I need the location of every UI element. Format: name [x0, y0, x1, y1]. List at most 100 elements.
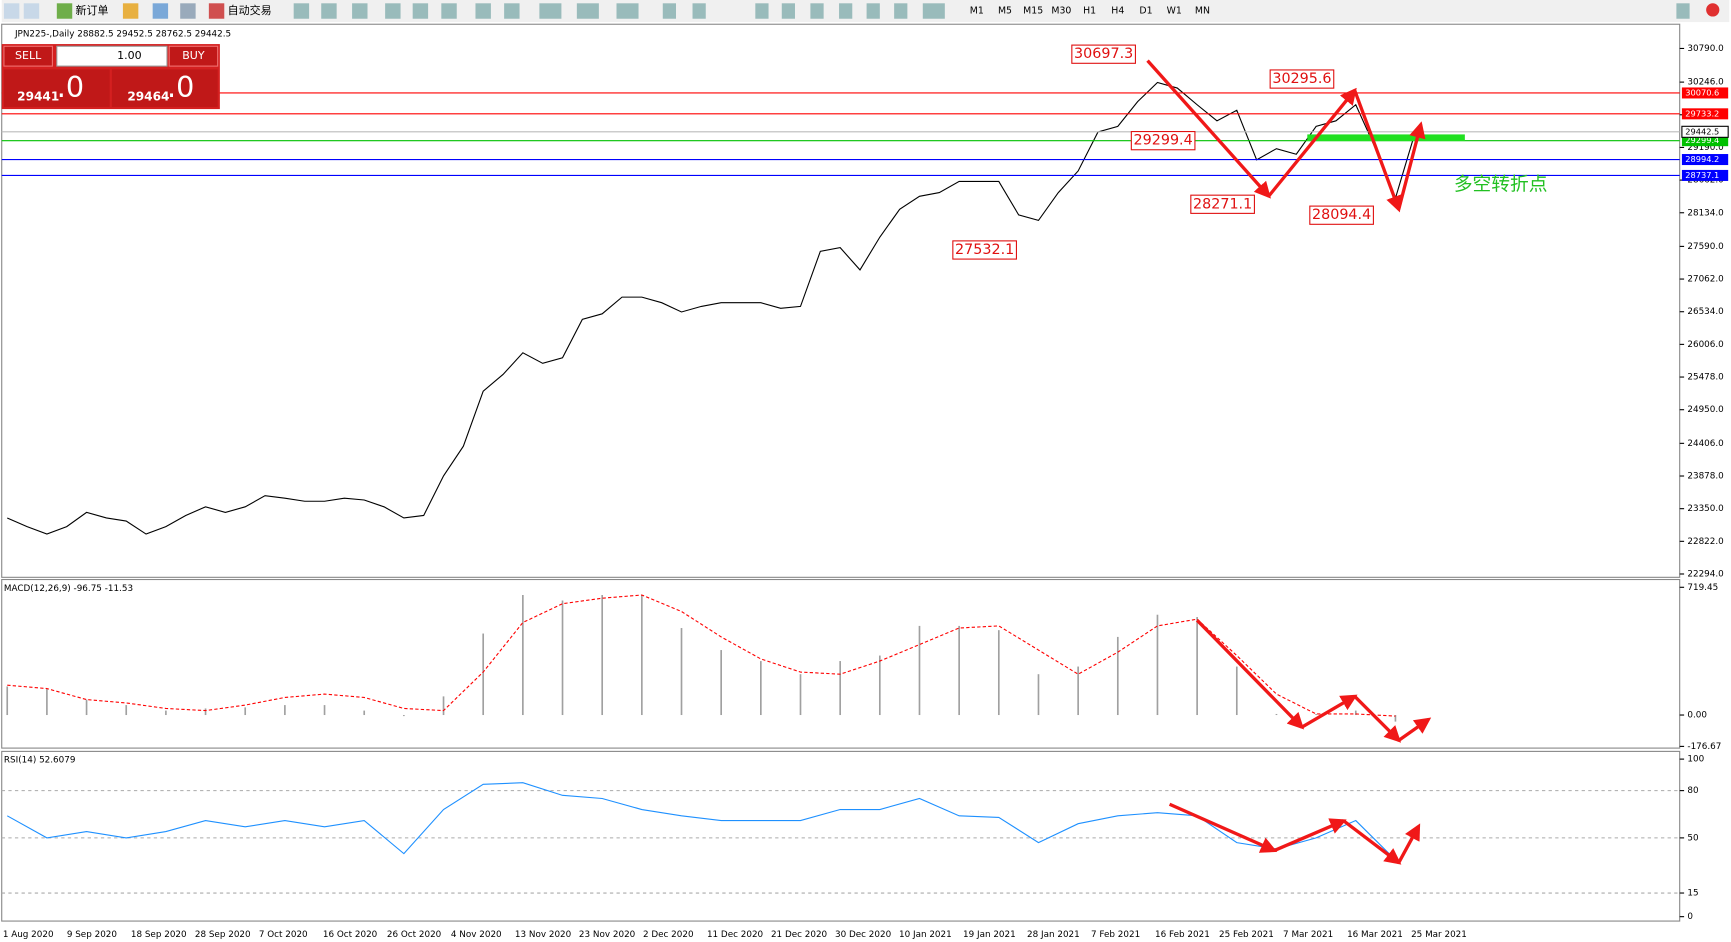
buy-price-big[interactable]: .0 — [167, 70, 194, 104]
icon[interactable] — [385, 3, 401, 19]
auto-trading-icon[interactable] — [208, 3, 225, 19]
x-tick-label: 25 Mar 2021 — [1411, 930, 1467, 940]
new-order-button[interactable]: 新订单 — [76, 3, 109, 17]
icon[interactable] — [352, 3, 368, 19]
icon[interactable] — [412, 3, 429, 19]
sell-price-box[interactable] — [3, 69, 110, 107]
x-tick-label: 25 Feb 2021 — [1219, 930, 1274, 940]
buy-price-box[interactable] — [111, 69, 218, 107]
notification-badge[interactable] — [1706, 3, 1720, 17]
x-tick-label: 9 Sep 2020 — [67, 930, 118, 940]
histogram-bar — [204, 708, 207, 716]
arrow — [1168, 802, 1278, 853]
label-box — [1269, 69, 1335, 89]
volume-input[interactable] — [56, 45, 168, 67]
sell-price[interactable]: 29441 — [17, 89, 59, 103]
y-tick-label: 30790.0 — [1687, 44, 1724, 54]
timeframe-button[interactable]: D1 — [1139, 6, 1152, 17]
toolbar-bg — [1, 0, 1730, 23]
histogram-bar — [1077, 666, 1079, 716]
volume-value[interactable]: 1.00 — [117, 49, 141, 62]
icon[interactable] — [475, 3, 491, 19]
icon[interactable] — [692, 3, 706, 19]
histogram-bar — [641, 595, 643, 716]
histogram-bar — [442, 696, 445, 716]
icon[interactable] — [781, 3, 795, 19]
x-tick-label: 7 Feb 2021 — [1091, 930, 1140, 940]
icon[interactable] — [441, 3, 457, 19]
histogram-bar — [760, 661, 762, 716]
histogram-bar — [323, 705, 326, 716]
icon[interactable] — [810, 3, 824, 19]
icon[interactable] — [922, 3, 945, 19]
icon[interactable] — [539, 3, 562, 19]
y-tick-label: -176.67 — [1687, 742, 1721, 752]
y-tick-label: 29190.0 — [1687, 143, 1724, 153]
arrow — [1146, 59, 1271, 199]
timeframe-button[interactable]: MN — [1195, 6, 1210, 17]
new-order-icon[interactable] — [56, 3, 73, 19]
icon[interactable] — [662, 3, 676, 19]
x-tick-label: 19 Jan 2021 — [963, 930, 1016, 940]
y-tick-label: 100 — [1687, 755, 1704, 765]
buy-price[interactable]: 29464 — [127, 89, 169, 103]
x-tick-label: 7 Mar 2021 — [1283, 930, 1333, 940]
timeframe-button[interactable]: H4 — [1111, 6, 1124, 17]
histogram-bar — [1354, 710, 1357, 716]
histogram-bar — [46, 688, 48, 716]
icon[interactable] — [894, 3, 908, 19]
icon[interactable] — [23, 3, 40, 19]
label-box — [1309, 205, 1374, 225]
icon[interactable] — [122, 3, 139, 19]
icon[interactable] — [180, 3, 196, 19]
icon[interactable] — [504, 3, 520, 19]
icon[interactable] — [293, 3, 310, 19]
icon[interactable] — [755, 3, 769, 19]
sell-price-big[interactable]: .0 — [57, 70, 84, 104]
histogram-bar — [244, 707, 247, 716]
icon[interactable] — [321, 3, 337, 19]
timeframe-button[interactable]: M30 — [1051, 6, 1071, 17]
y-tick-label: 23350.0 — [1687, 504, 1724, 514]
histogram-bar — [363, 710, 366, 716]
rsi-panel — [1, 750, 1681, 922]
icon[interactable] — [152, 3, 169, 19]
y-tick-label: 24950.0 — [1687, 405, 1724, 415]
drawing-tools — [293, 3, 1690, 19]
icon[interactable] — [576, 3, 599, 19]
icon[interactable] — [616, 3, 639, 19]
arrow — [1267, 87, 1357, 198]
label-box — [1071, 44, 1136, 64]
auto-trading-button[interactable]: 自动交易 — [228, 3, 272, 17]
y-tick-label: 719.45 — [1687, 583, 1718, 593]
y-tick-label: 25478.0 — [1687, 373, 1724, 383]
timeframe-button[interactable]: M15 — [1023, 6, 1043, 17]
buy-label[interactable]: BUY — [182, 49, 205, 62]
icon[interactable] — [839, 3, 853, 19]
arrow — [1273, 818, 1347, 853]
sell-button[interactable] — [3, 45, 53, 67]
arrow — [1353, 695, 1402, 743]
level-label-bg — [1681, 154, 1729, 166]
histogram-bar — [799, 674, 802, 716]
icon[interactable] — [3, 3, 20, 19]
turning-zone — [1307, 134, 1465, 142]
buy-button[interactable] — [168, 45, 219, 67]
y-tick-label: 23878.0 — [1687, 472, 1724, 482]
sell-label[interactable]: SELL — [15, 49, 42, 62]
timeframe-button[interactable]: M5 — [998, 6, 1012, 17]
y-tick-label: 80 — [1687, 786, 1699, 796]
histogram-bar — [482, 633, 485, 716]
histogram-bar — [1156, 614, 1159, 716]
x-tick-label: 4 Nov 2020 — [451, 930, 502, 940]
level-label-bg — [1681, 87, 1729, 99]
search-icon[interactable] — [1676, 3, 1690, 19]
timeframe-button[interactable]: M1 — [970, 6, 984, 17]
x-tick-label: 10 Jan 2021 — [899, 930, 952, 940]
timeframe-button[interactable]: W1 — [1167, 6, 1182, 17]
histogram-bar — [601, 595, 604, 716]
icon[interactable] — [866, 3, 880, 19]
y-tick-label: 27062.0 — [1687, 275, 1724, 285]
timeframe-button[interactable]: H1 — [1083, 6, 1096, 17]
